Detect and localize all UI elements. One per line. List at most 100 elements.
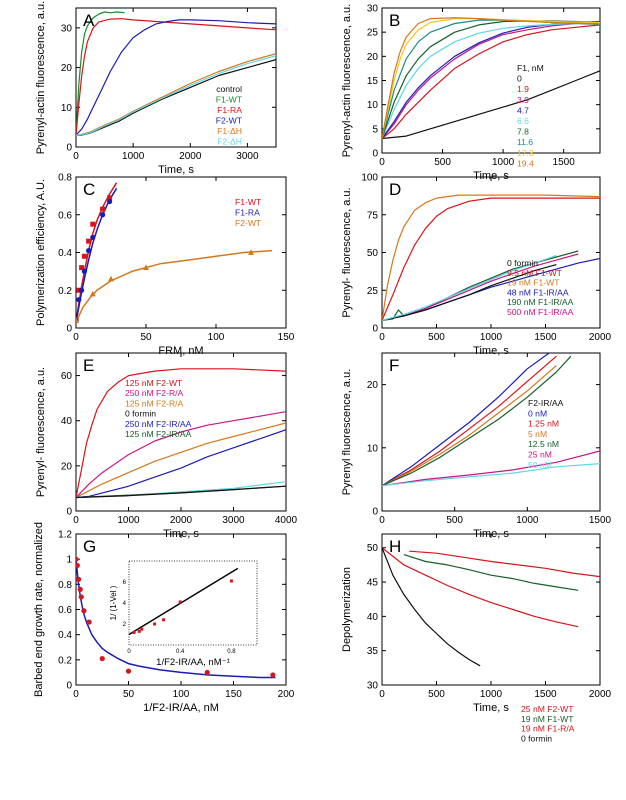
series-line (382, 18, 600, 139)
y-tick-label: 1.2 (58, 530, 72, 541)
y-tick-label: 10 (61, 103, 73, 114)
data-point (204, 669, 210, 676)
x-tick-label: 1500 (534, 332, 557, 343)
y-tick-label: 0.4 (58, 248, 72, 259)
legend-entry: 0 formin (125, 409, 156, 419)
inset-data-point (132, 630, 136, 634)
legend-entry: 9.5 nM F1-WT (507, 268, 563, 278)
series-line (76, 422, 286, 499)
y-tick-label: 0 (66, 507, 72, 518)
x-tick-label: 0 (379, 515, 385, 526)
inset-data-point (162, 618, 166, 622)
y-axis-label: Polymerization efficiency, A.U. (35, 179, 47, 326)
legend-entry: 50 nM (528, 460, 552, 470)
y-tick-label: 0 (372, 507, 378, 518)
y-tick-label: 0.6 (58, 210, 72, 221)
y-tick-label: 30 (367, 4, 379, 15)
legend-entry: 19 nM F1-WT (521, 714, 574, 724)
data-point (76, 576, 82, 582)
data-point (90, 234, 96, 240)
y-tick-label: 40 (61, 416, 73, 427)
y-tick-label: 0.2 (58, 655, 72, 666)
legend-entry: F2-IR/AA (528, 398, 564, 408)
y-tick-label: 10 (367, 100, 379, 111)
data-point (90, 221, 96, 227)
legend-entry: 190 nM F1-IR/AA (507, 297, 574, 307)
data-point (99, 655, 105, 662)
panel-g: 0 50 100 150 200 0 0.2 0.4 0.6 0.8 1 1.2 1/F2-IR/AA,… (33, 522, 295, 714)
y-tick-label: 50 (367, 543, 379, 554)
series-line (76, 481, 286, 499)
y-tick-label: 10 (367, 443, 379, 454)
plot-frame (75, 7, 277, 148)
data-point (100, 206, 106, 212)
panel-letter: H (389, 537, 401, 556)
panel-c: 0 50 100 150 0 0.2 0.4 0.6 0.8 FRM, nM Polymerizat… (35, 173, 295, 358)
y-tick-label: 0.6 (58, 605, 72, 616)
panel-a: 0 1000 2000 3000 0 10 20 30 Time, s Pyrenyl-actin… (35, 1, 277, 176)
y-tick-label: 100 (361, 173, 378, 184)
y-tick-label: 45 (367, 578, 379, 589)
y-tick-label: 0.2 (58, 286, 72, 297)
series-line (382, 254, 557, 321)
legend-entry: 5 nM (528, 429, 547, 439)
series-line (382, 197, 600, 321)
data-point (81, 268, 87, 274)
x-tick-label: 4000 (275, 515, 298, 526)
data-point (143, 264, 149, 270)
inset-y-tick-label: 2 (123, 622, 127, 628)
y-tick-label: 60 (61, 371, 73, 382)
x-tick-label: 0 (73, 332, 79, 343)
y-axis-label: Pyrenyl fluorescence, a.u. (341, 369, 353, 496)
x-axis-label: 1/F2-IR/AA, nM (143, 702, 219, 714)
series-line (76, 368, 286, 498)
plot-area (382, 17, 600, 140)
y-tick-label: 20 (367, 52, 379, 63)
legend-entry: F1-RA (217, 105, 242, 115)
data-point (248, 249, 254, 255)
y-tick-label: 0 (66, 681, 72, 692)
series-line (382, 463, 600, 487)
y-tick-label: 75 (367, 210, 379, 221)
y-tick-label: 50 (367, 248, 379, 259)
legend-entry: F2-ΔH (217, 137, 242, 147)
y-tick-label: 40 (367, 612, 379, 623)
inset-fit-line (128, 567, 239, 636)
y-axis-label: Pyrenyl-actin fluorescence, a.u. (341, 4, 353, 157)
legend-entry: 125 nM F2-R/A (125, 398, 184, 408)
legend-entry: F1-WT (216, 95, 243, 105)
y-axis-label: Depolymerization (341, 567, 353, 652)
legend-entry: 3.9 (517, 95, 529, 105)
data-point (78, 594, 84, 600)
legend-entry: F1-RA (235, 208, 260, 218)
data-point (76, 317, 79, 323)
panel-letter: E (83, 356, 94, 375)
panel-letter: G (83, 537, 96, 556)
legend-entry: F1-WT (235, 197, 262, 207)
data-point (107, 195, 113, 201)
x-tick-label: 0 (73, 151, 79, 162)
inset-x-axis-label: 1/F2-IR/AA, nM⁻¹ (156, 657, 230, 668)
y-axis-label: Pyrenyl- fluorescence, a.u. (341, 187, 353, 317)
series-line (382, 355, 557, 487)
x-axis-label: Time, s (473, 345, 509, 357)
y-tick-label: 20 (367, 380, 379, 391)
y-tick-label: 20 (61, 461, 73, 472)
x-tick-label: 50 (140, 332, 152, 343)
inset-y-tick-label: 6 (123, 580, 127, 586)
y-axis-label: Pyrenyl-actin fluorescence, a.u. (35, 1, 47, 154)
series-line (382, 547, 481, 667)
legend-entry: 25 nM (528, 450, 552, 460)
series-line (382, 194, 600, 321)
legend-entry: F2-WT (216, 116, 243, 126)
series-line (382, 21, 600, 139)
data-point (79, 265, 85, 271)
plot-area (76, 368, 286, 499)
legend-entry: F1, nM (517, 63, 544, 73)
inset-data-point (153, 622, 157, 626)
y-tick-label: 35 (367, 646, 379, 657)
